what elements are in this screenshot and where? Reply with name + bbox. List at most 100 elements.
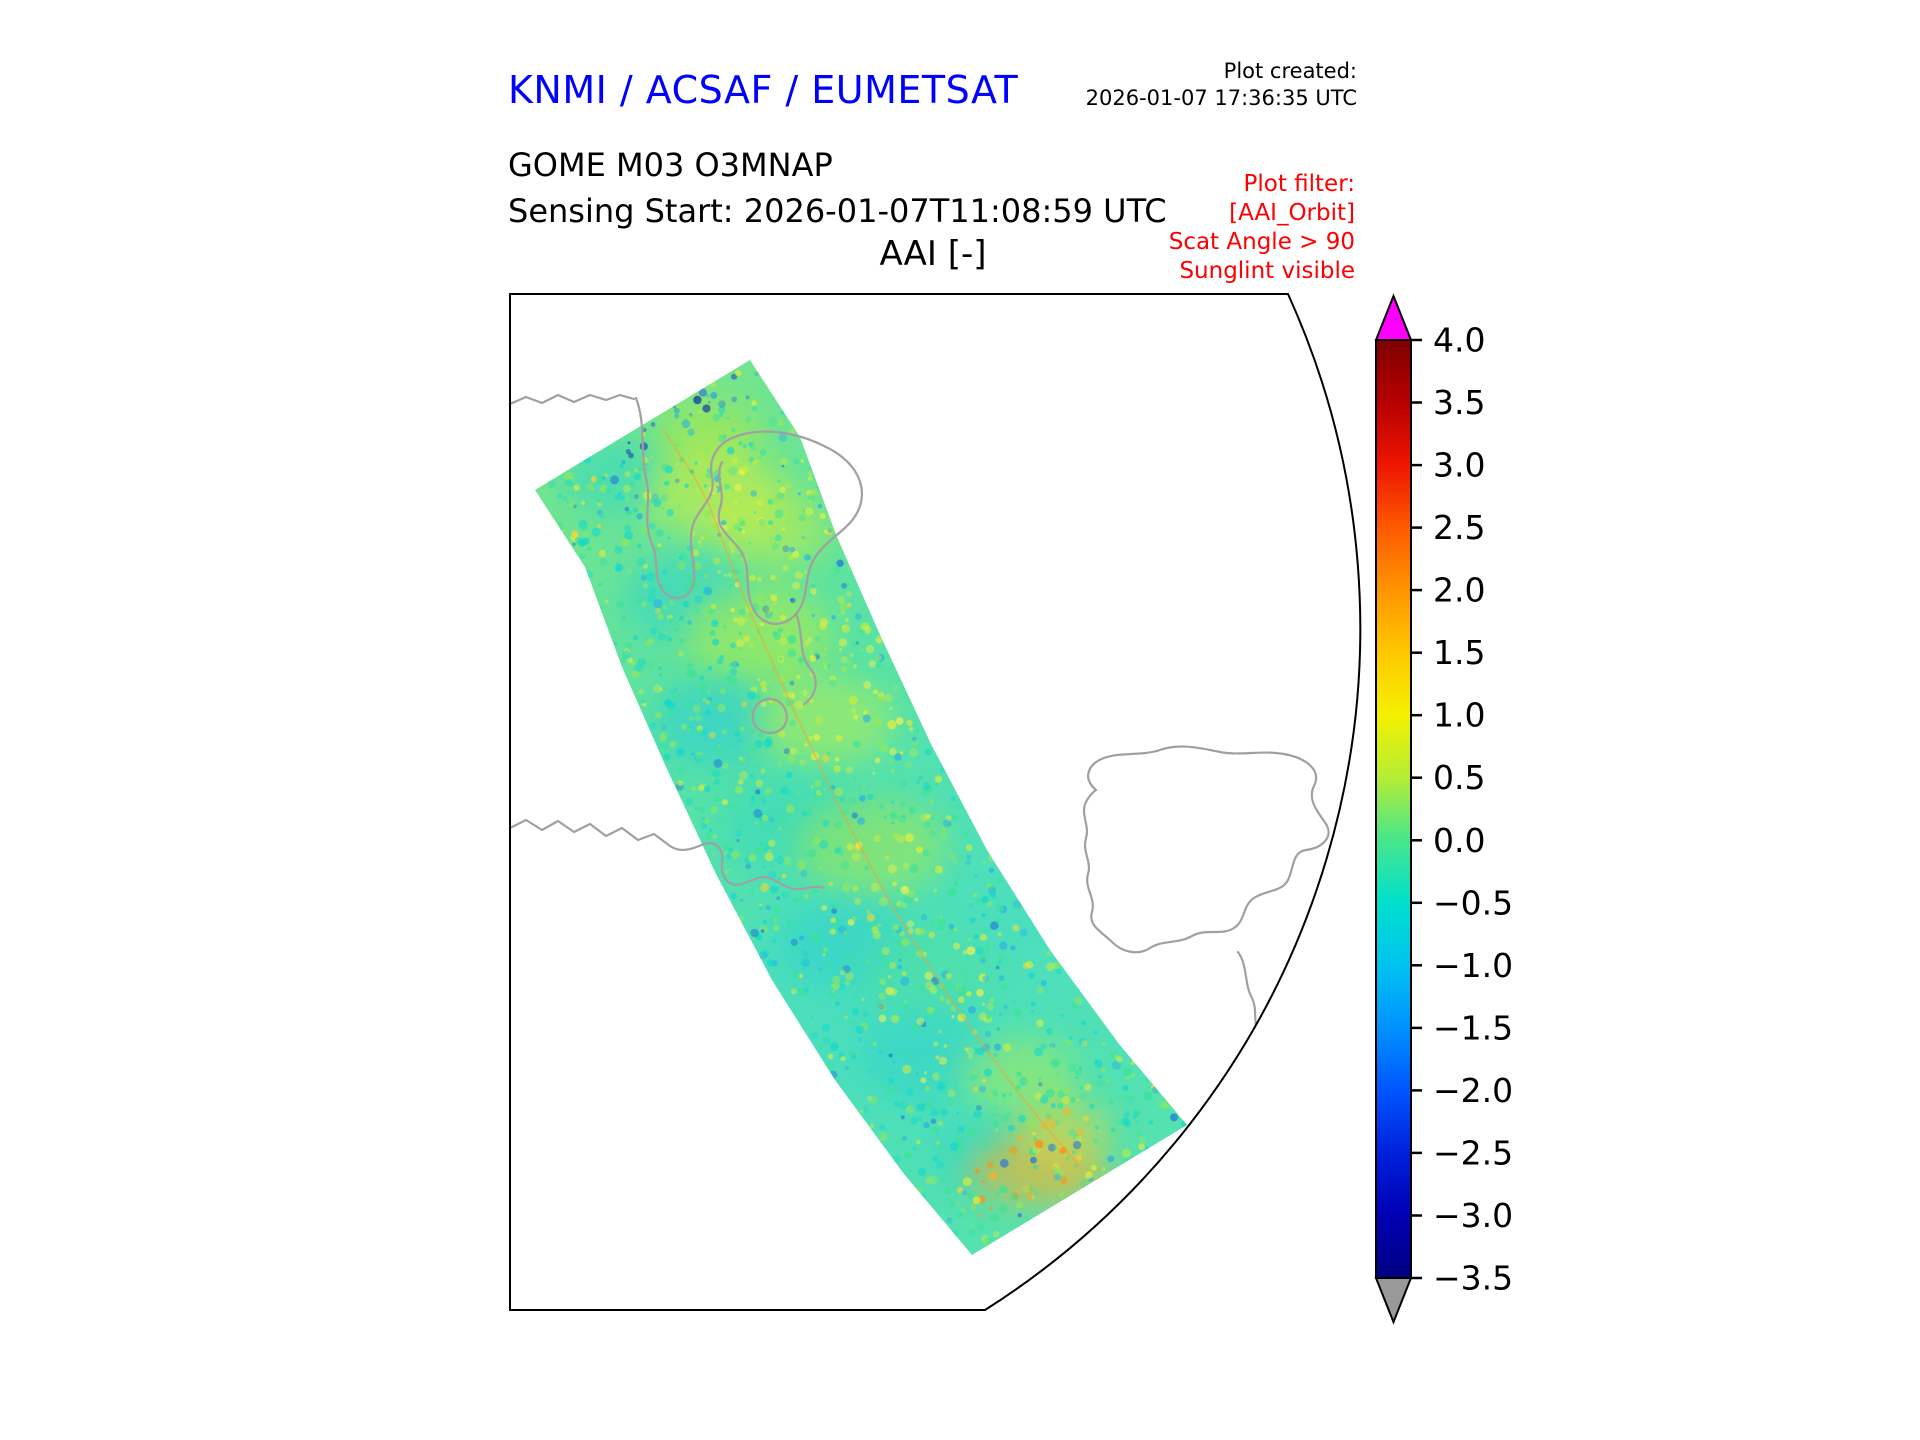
swath-pixel	[767, 839, 776, 848]
swath-pixel	[1034, 1139, 1044, 1149]
swath-pixel	[759, 449, 767, 456]
swath-pixel	[782, 545, 790, 553]
swath-pixel	[877, 923, 881, 927]
swath-pixel	[904, 1151, 913, 1160]
swath-pixel	[605, 599, 609, 604]
swath-pixel	[779, 637, 788, 646]
swath-pixel	[887, 720, 897, 730]
swath-pixel	[669, 740, 677, 748]
swath-pixel	[796, 674, 801, 680]
swath-pixel	[823, 788, 827, 792]
swath-pixel	[1084, 1083, 1092, 1091]
swath-pixel	[957, 1186, 964, 1194]
swath-pixel	[750, 795, 756, 801]
swath-pixel	[1070, 1096, 1076, 1103]
swath-pixel	[598, 550, 607, 558]
swath-pixel	[698, 388, 708, 397]
swath-pixel	[900, 976, 910, 986]
swath-pixel	[719, 412, 724, 418]
swath-pixel	[906, 920, 914, 928]
swath-pixel	[725, 853, 732, 859]
swath-pixel	[879, 1124, 886, 1131]
swath-pixel	[833, 996, 838, 1001]
swath-pixel	[969, 903, 973, 907]
swath-pixel	[852, 847, 856, 851]
swath-pixel	[1052, 1166, 1058, 1172]
swath-pixel	[1124, 1121, 1132, 1128]
swath-pixel	[706, 468, 711, 473]
swath-pixel	[981, 1078, 986, 1083]
swath-pixel	[822, 1023, 831, 1032]
swath-pixel	[934, 775, 942, 783]
swath-pixel	[1046, 1027, 1053, 1035]
swath-pixel	[797, 861, 806, 871]
swath-pixel	[828, 1070, 838, 1080]
swath-pixel	[703, 532, 711, 541]
swath-pixel	[932, 1155, 939, 1163]
swath-pixel	[728, 662, 734, 668]
swath-pixel	[1017, 1213, 1022, 1218]
swath-pixel	[764, 789, 770, 796]
swath-pixel	[654, 607, 662, 615]
swath-pixel	[770, 594, 778, 602]
swath-pixel	[890, 768, 895, 774]
colorbar-bar	[1375, 339, 1412, 1279]
swath-pixel	[884, 962, 892, 969]
swath-pixel	[973, 934, 979, 940]
swath-pixel	[996, 961, 1002, 967]
swath-pixel	[599, 484, 608, 493]
swath-pixel	[635, 597, 643, 605]
swath-pixel	[616, 600, 625, 609]
swath-pixel	[1094, 1125, 1099, 1130]
swath-pixel	[1143, 1091, 1153, 1101]
swath-pixel	[1148, 1120, 1154, 1125]
swath-pixel	[894, 753, 902, 761]
swath-pixel	[948, 852, 956, 861]
swath-pixel	[780, 614, 786, 621]
swath-pixel	[830, 983, 836, 989]
swath-pixel	[1016, 1071, 1022, 1077]
swath-pixel	[657, 633, 666, 641]
swath-pixel	[771, 832, 774, 836]
swath-pixel	[988, 854, 996, 862]
swath-pixel	[687, 414, 696, 422]
swath-pixel	[733, 523, 741, 530]
coastline	[510, 818, 826, 891]
swath-pixel	[853, 740, 861, 748]
swath-pixel	[810, 629, 816, 635]
swath-pixel	[855, 613, 862, 620]
swath-pixel	[771, 542, 779, 551]
swath-pixel	[738, 631, 743, 636]
swath-pixel	[771, 668, 775, 672]
swath-pixel	[822, 1036, 831, 1045]
swath-pixel	[737, 553, 742, 558]
swath-pixel	[980, 1234, 989, 1243]
swath-pixel	[647, 593, 657, 603]
swath-pixel	[947, 1089, 956, 1098]
swath-pixel	[731, 850, 740, 859]
swath-pixel	[953, 859, 958, 863]
swath-pixel	[804, 743, 808, 747]
swath-pixel	[642, 427, 647, 433]
swath-pixel	[768, 520, 774, 526]
swath-pixel	[841, 666, 848, 673]
swath-pixel	[627, 657, 633, 664]
swath-pixel	[774, 661, 779, 666]
swath-pixel	[763, 738, 773, 748]
swath-pixel	[664, 480, 670, 486]
colorbar-tick-label: 2.5	[1433, 508, 1485, 547]
swath-pixel	[686, 727, 693, 734]
swath-pixel	[602, 476, 606, 480]
swath-pixel	[896, 1136, 903, 1144]
swath-pixel	[798, 973, 803, 979]
swath-pixel	[1085, 1171, 1093, 1179]
swath-pixel	[699, 675, 704, 680]
swath-pixel	[749, 773, 755, 779]
swath-pixel	[649, 455, 653, 459]
swath-pixel	[696, 725, 703, 732]
swath-pixel	[1074, 1068, 1083, 1076]
swath-pixel	[752, 406, 758, 412]
swath-pixel	[793, 897, 799, 904]
swath-pixel	[563, 471, 574, 481]
swath-pixel	[754, 820, 759, 826]
